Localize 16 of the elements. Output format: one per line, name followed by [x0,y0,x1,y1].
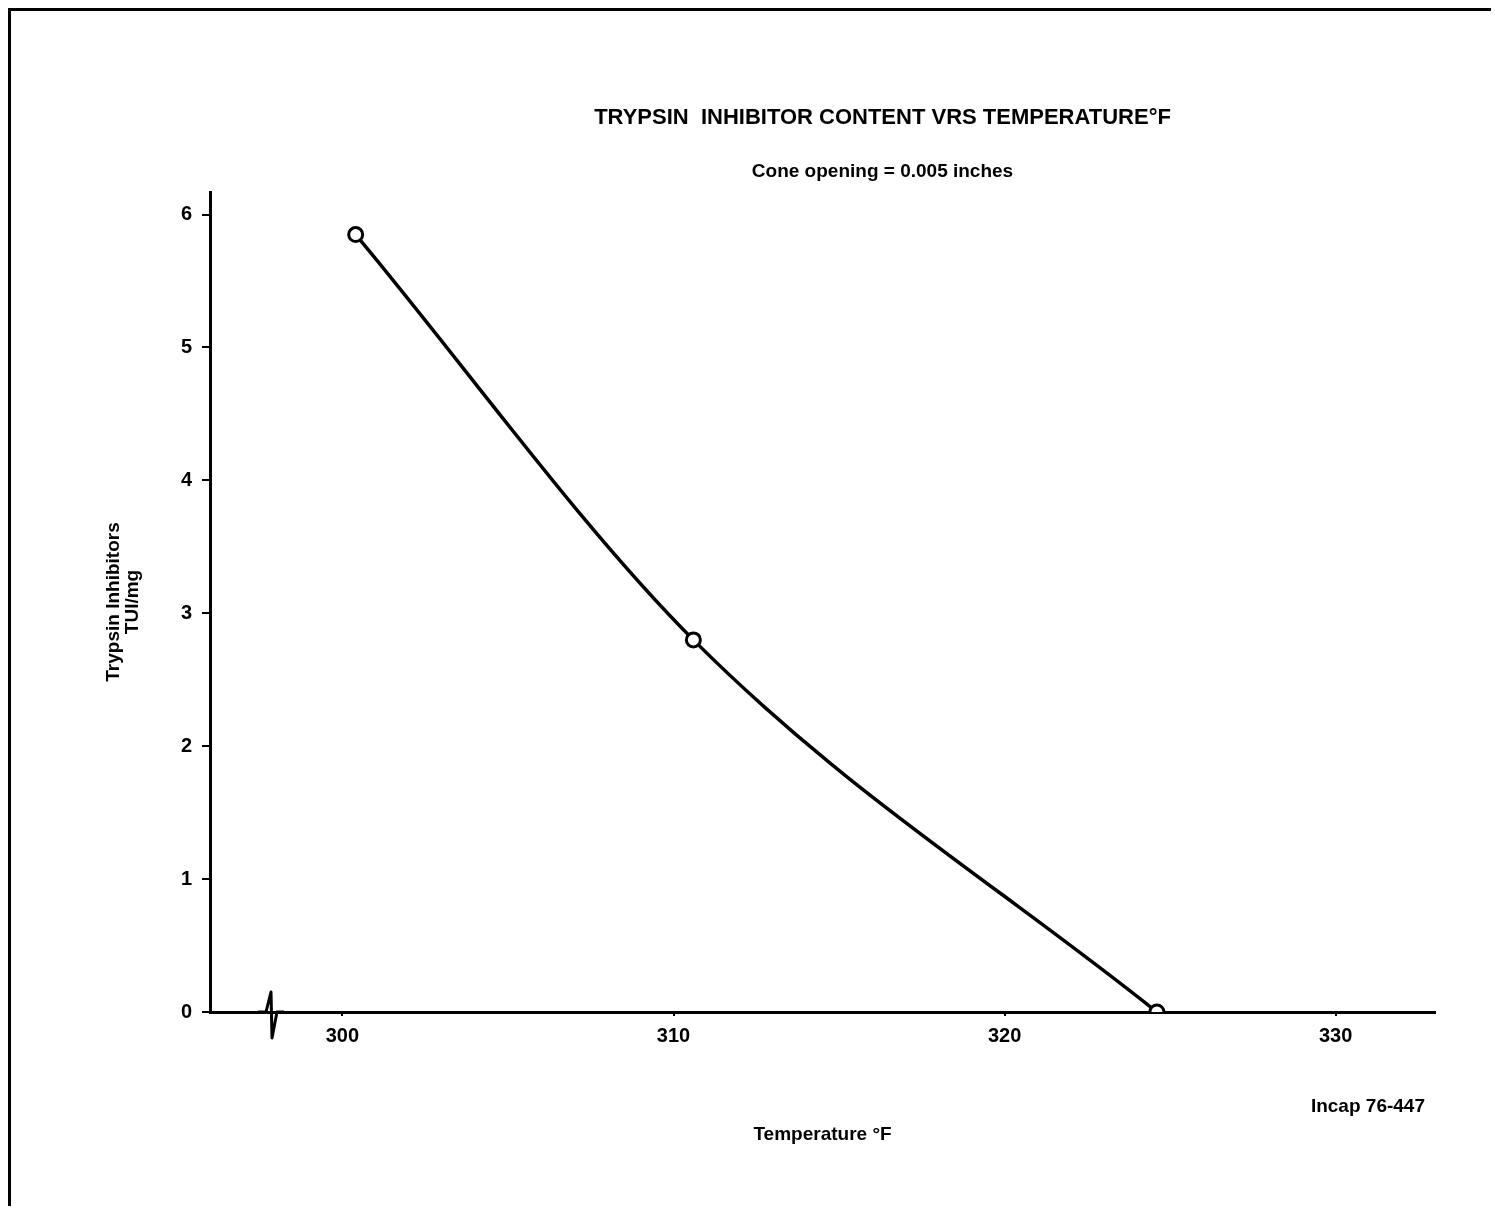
x-tick-label: 300 [325,1023,360,1046]
chart-subtitle: Cone opening = 0.005 inches [751,160,1014,181]
y-axis-title: Trypsin Inhibitors TUI/mg [101,522,142,682]
x-tick-label: 320 [987,1023,1022,1046]
y-tick-label: 2 [180,733,192,756]
y-tick-label: 4 [180,467,193,490]
y-tick-label: 5 [180,335,192,358]
x-axis-title: Temperature °F [753,1122,892,1144]
x-tick-label: 330 [1318,1023,1353,1046]
y-tick-label: 3 [180,600,192,623]
y-tick-label: 6 [180,202,192,225]
chart-title: TRYPSIN INHIBITOR CONTENT VRS TEMPERATURE°F [594,104,1171,129]
x-tick-label: 310 [656,1023,691,1046]
y-tick-label: 1 [180,866,192,889]
y-tick-label: 0 [180,999,192,1022]
text: Incap 76-447 [1310,1095,1425,1116]
